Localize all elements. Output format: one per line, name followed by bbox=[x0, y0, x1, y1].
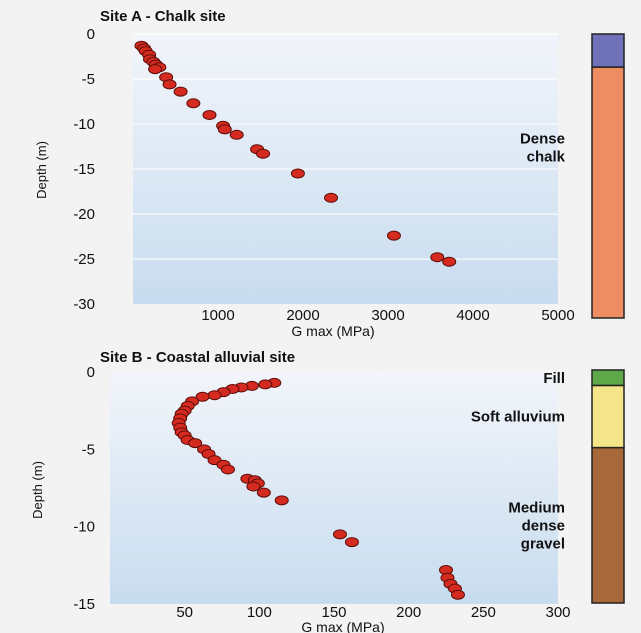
data-point bbox=[217, 124, 232, 135]
chart-a-x-ticks: 1000 2000 3000 4000 5000 bbox=[201, 307, 574, 324]
chart-b-plot-area bbox=[110, 372, 558, 604]
chart-b-x-axis-label: G max (MPa) bbox=[301, 619, 384, 633]
chart-a-title: Site A - Chalk site bbox=[100, 8, 226, 25]
chart-b-y-ticks: 0 -5 -10 -15 bbox=[73, 364, 95, 613]
data-point bbox=[207, 390, 222, 401]
chart-a-soil-labels: Dense chalk bbox=[520, 131, 566, 166]
data-point bbox=[256, 148, 271, 159]
chart-a-x-axis-label: G max (MPa) bbox=[291, 323, 374, 339]
chart-b-title: Site B - Coastal alluvial site bbox=[100, 349, 295, 366]
y-tick-label: -15 bbox=[73, 161, 95, 178]
data-point bbox=[332, 529, 347, 540]
data-point bbox=[290, 168, 305, 179]
data-point bbox=[202, 110, 217, 120]
soil-layer bbox=[591, 369, 625, 387]
chart-a-y-ticks: 0 -5 -10 -15 -20 -25 -30 bbox=[73, 26, 95, 313]
x-tick-label: 2000 bbox=[286, 307, 319, 324]
data-point bbox=[450, 589, 465, 600]
x-tick-label: 3000 bbox=[371, 307, 404, 324]
soil-layer-label: Dense chalk bbox=[520, 131, 566, 166]
y-tick-label: 0 bbox=[87, 26, 95, 43]
data-point bbox=[173, 86, 188, 97]
data-point bbox=[220, 464, 235, 475]
data-point bbox=[186, 98, 201, 109]
chart-b-data-points bbox=[171, 377, 465, 600]
soil-layer-label: Fill bbox=[543, 370, 565, 387]
data-point bbox=[256, 487, 271, 498]
data-point bbox=[188, 438, 203, 449]
x-tick-label: 5000 bbox=[541, 307, 574, 324]
x-tick-label: 250 bbox=[471, 604, 496, 621]
data-point bbox=[274, 495, 289, 506]
y-tick-label: -5 bbox=[82, 441, 95, 458]
data-point bbox=[386, 230, 401, 241]
data-point bbox=[344, 537, 359, 548]
data-point bbox=[324, 192, 339, 203]
y-tick-label: -20 bbox=[73, 206, 95, 223]
chart-site-b: Site B - Coastal alluvial site 0 -5 -10 -15… bbox=[30, 349, 625, 633]
chart-b-soil-labels: Fill Soft alluvium Medium dense gravel bbox=[471, 370, 565, 553]
soil-layer bbox=[591, 33, 625, 68]
data-point bbox=[195, 391, 210, 402]
chart-a-y-axis-label: Depth (m) bbox=[34, 141, 49, 199]
soil-layer bbox=[591, 66, 625, 319]
chart-a-soil-column bbox=[591, 33, 625, 319]
y-tick-label: -30 bbox=[73, 296, 95, 313]
data-point bbox=[430, 252, 445, 263]
x-tick-label: 100 bbox=[247, 604, 272, 621]
soil-layer bbox=[591, 446, 625, 604]
soil-layer-label: Soft alluvium bbox=[471, 409, 565, 426]
data-point bbox=[148, 64, 163, 75]
y-tick-label: -10 bbox=[73, 116, 95, 133]
y-tick-label: -15 bbox=[73, 596, 95, 613]
data-point bbox=[229, 129, 244, 140]
x-tick-label: 300 bbox=[545, 604, 570, 621]
chart-site-a: Site A - Chalk site 0 -5 -10 -15 -20 -25 -30 1… bbox=[34, 8, 625, 339]
y-tick-label: -10 bbox=[73, 519, 95, 536]
y-tick-label: 0 bbox=[87, 364, 95, 381]
chart-b-x-ticks: 50 100 150 200 250 300 bbox=[176, 604, 570, 621]
x-tick-label: 4000 bbox=[456, 307, 489, 324]
soil-layer bbox=[591, 384, 625, 449]
chart-b-y-axis-label: Depth (m) bbox=[30, 461, 45, 519]
y-tick-label: -25 bbox=[73, 251, 95, 268]
data-point bbox=[258, 379, 273, 390]
data-point bbox=[442, 256, 457, 267]
x-tick-label: 50 bbox=[176, 604, 193, 621]
chart-b-soil-column bbox=[591, 369, 625, 604]
y-tick-label: -5 bbox=[82, 71, 95, 88]
chart-a-data-points bbox=[134, 40, 457, 267]
data-point bbox=[246, 481, 261, 492]
x-tick-label: 200 bbox=[396, 604, 421, 621]
data-point bbox=[162, 79, 177, 90]
x-tick-label: 150 bbox=[321, 604, 346, 621]
soil-layer-label: Medium dense gravel bbox=[508, 499, 565, 552]
chart-a-gridlines bbox=[133, 33, 558, 260]
x-tick-label: 1000 bbox=[201, 307, 234, 324]
